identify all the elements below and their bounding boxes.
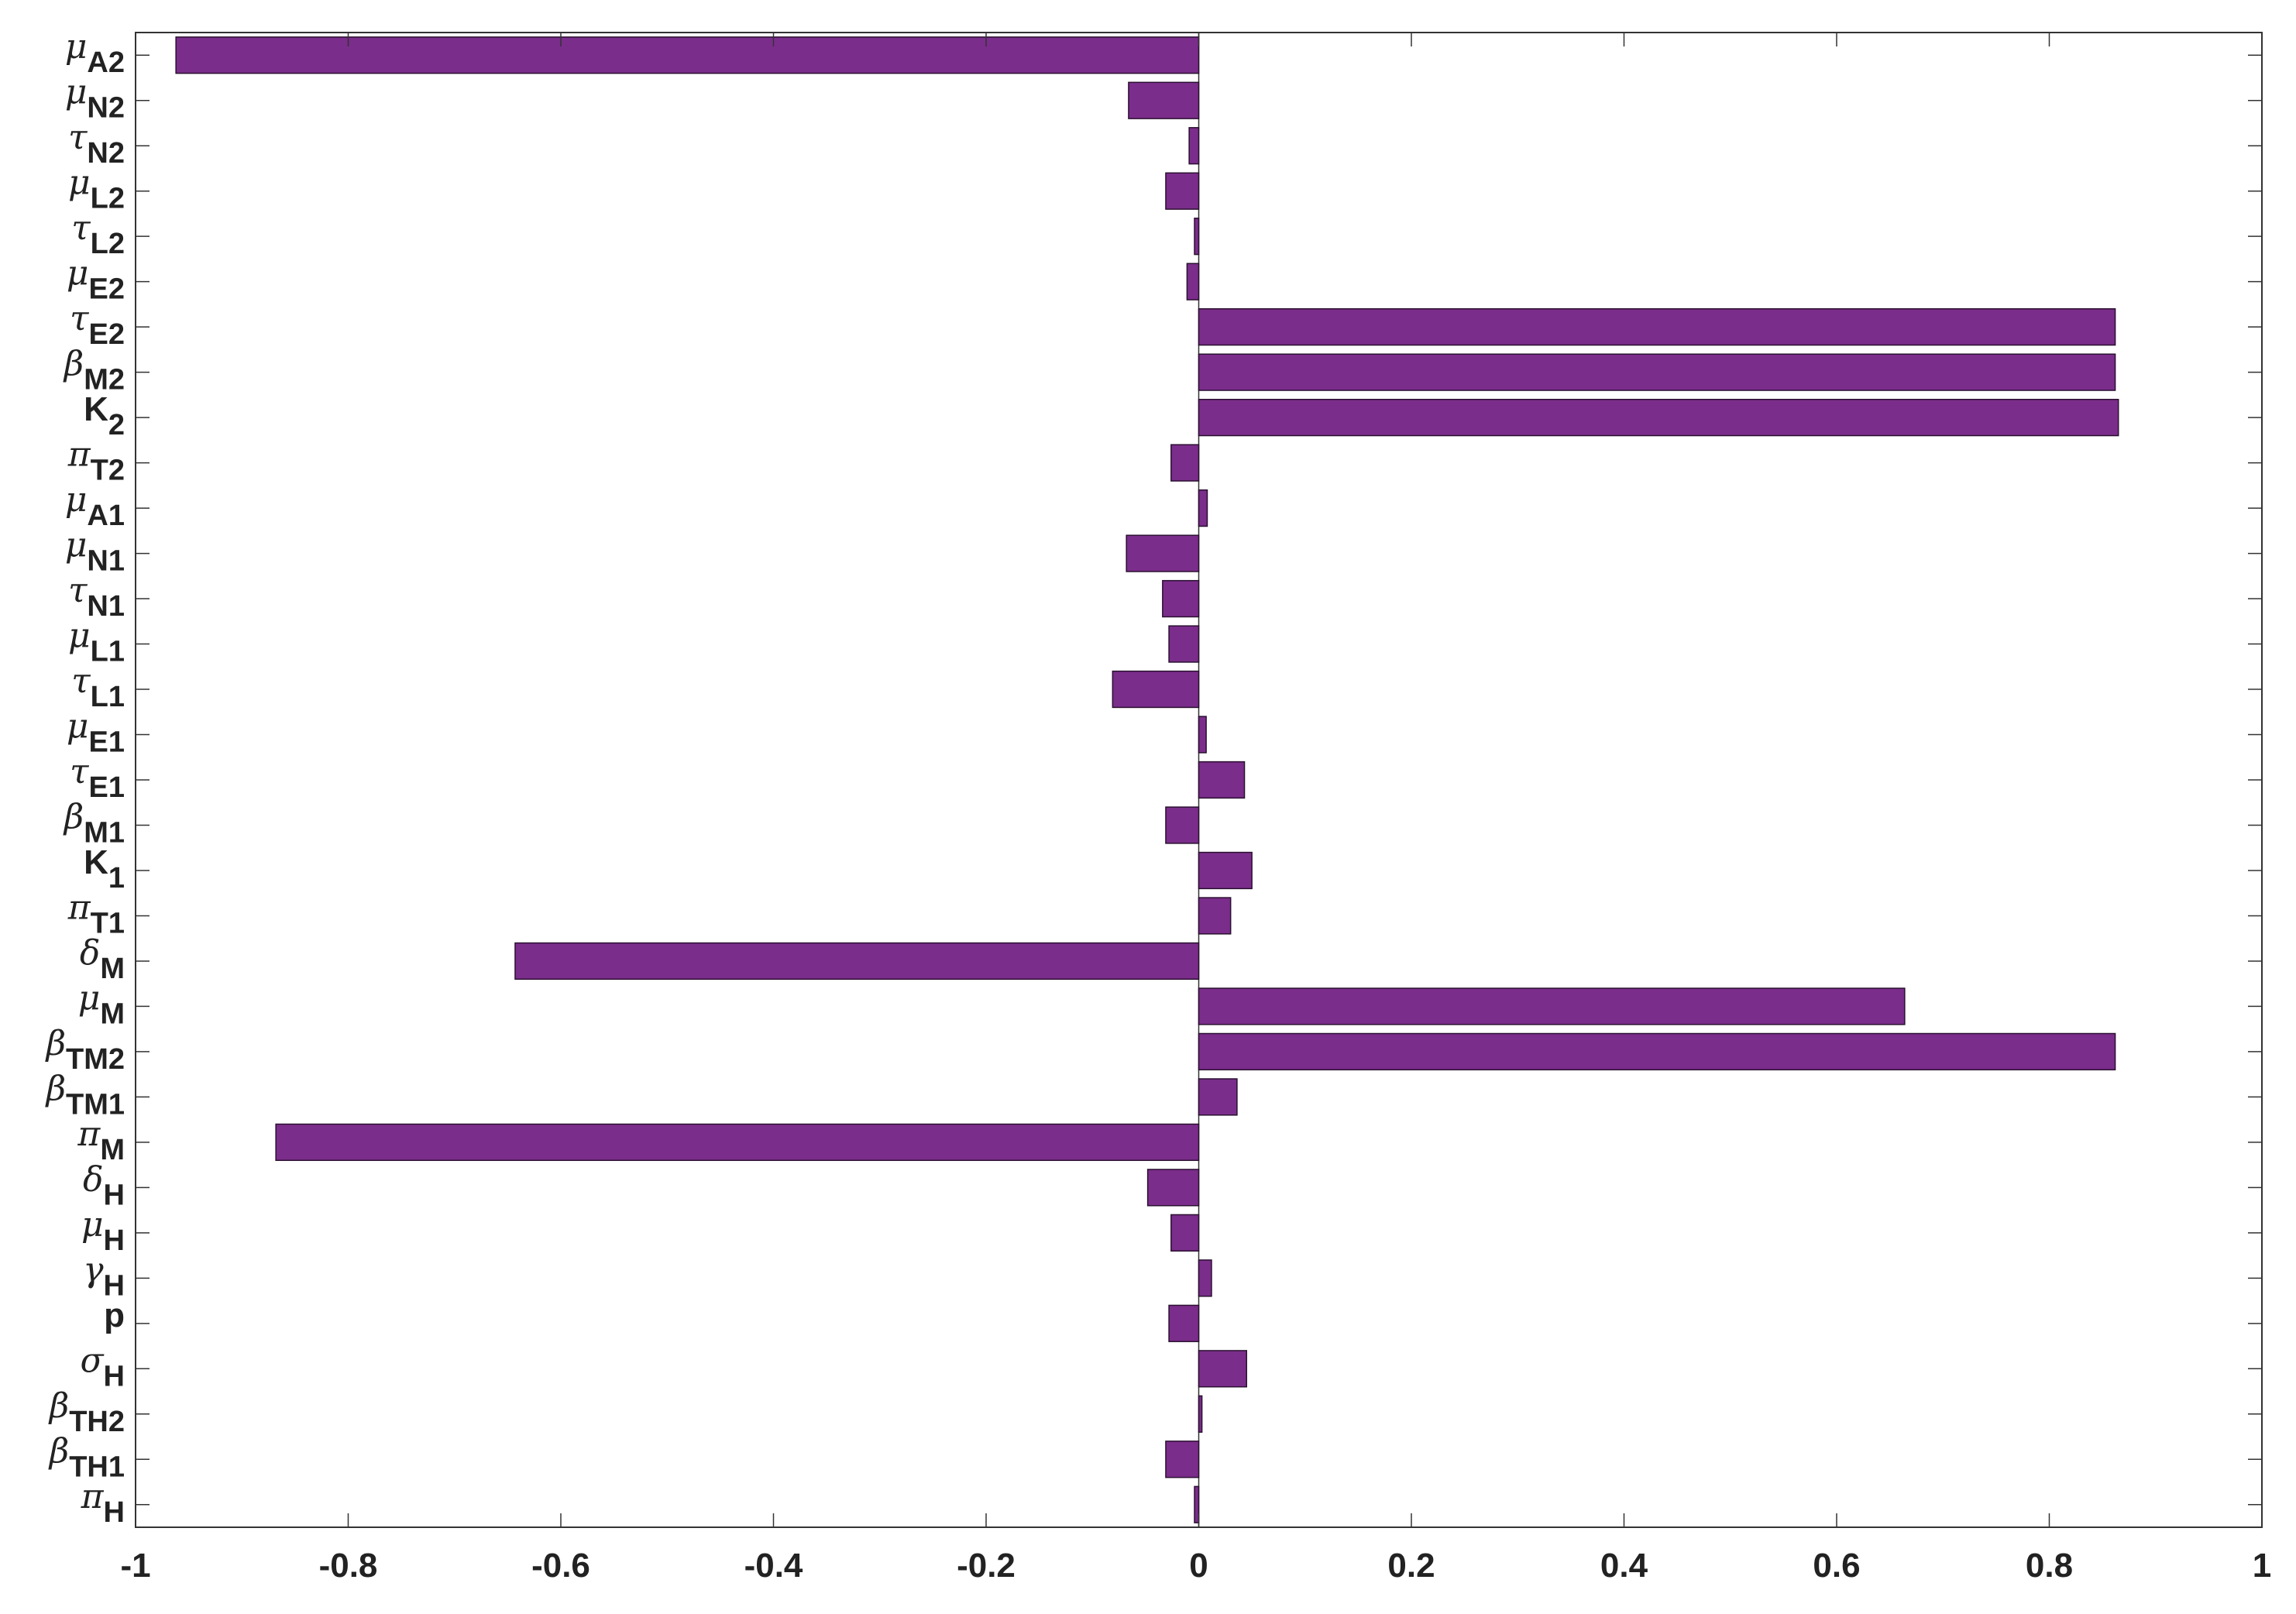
- y-label-6: τE2: [70, 299, 125, 351]
- y-label-17: βM1: [63, 797, 125, 849]
- y-label-13: μL1: [68, 616, 125, 668]
- bar-6: [1198, 308, 2116, 346]
- bar-11: [1126, 534, 1200, 572]
- y-label-14: τL1: [71, 661, 125, 713]
- y-label-4: τL2: [71, 208, 125, 260]
- y-label-31: βTH1: [48, 1431, 125, 1483]
- y-label-30: βTH2: [48, 1386, 125, 1438]
- x-tick-label-6: 0.2: [1387, 1547, 1435, 1585]
- y-label-12: τN1: [68, 571, 125, 623]
- bar-28: [1168, 1304, 1200, 1342]
- y-label-11: μN1: [65, 526, 125, 578]
- bar-4: [1194, 218, 1200, 256]
- y-label-25: δH: [83, 1159, 125, 1211]
- y-label-1: μN2: [65, 73, 125, 125]
- y-label-21: μM: [78, 978, 125, 1030]
- bar-13: [1168, 625, 1200, 663]
- x-tick-label-4: -0.2: [957, 1547, 1016, 1585]
- y-label-10: μA1: [65, 480, 125, 532]
- y-label-28: p: [104, 1296, 125, 1334]
- x-tick-label-1: -0.8: [319, 1547, 378, 1585]
- bar-16: [1198, 761, 1246, 799]
- bar-9: [1170, 444, 1200, 482]
- bar-8: [1198, 398, 2119, 437]
- bar-7: [1198, 353, 2116, 391]
- y-label-19: πT1: [67, 888, 125, 939]
- x-tick-label-8: 0.6: [1813, 1547, 1860, 1585]
- plot-frame: [135, 32, 2263, 1528]
- bar-5: [1186, 263, 1200, 300]
- bar-15: [1198, 716, 1207, 754]
- x-tick-label-0: -1: [120, 1547, 150, 1585]
- y-label-32: πH: [81, 1477, 125, 1529]
- x-tick-label-3: -0.4: [744, 1547, 803, 1585]
- bar-1: [1128, 81, 1200, 119]
- y-label-0: μA2: [65, 27, 125, 79]
- bar-24: [275, 1123, 1200, 1162]
- y-label-29: σH: [81, 1341, 125, 1393]
- bar-12: [1162, 579, 1200, 618]
- y-label-22: βTM2: [45, 1024, 125, 1076]
- bar-22: [1198, 1032, 2116, 1071]
- bar-19: [1198, 897, 1232, 935]
- bar-23: [1198, 1078, 1238, 1116]
- x-tick-label-10: 1: [2253, 1547, 2271, 1585]
- x-tick-label-5: 0: [1189, 1547, 1208, 1585]
- y-label-3: μL2: [68, 163, 125, 215]
- y-label-8: K2: [84, 390, 125, 441]
- x-tick-label-7: 0.4: [1600, 1547, 1648, 1585]
- x-tick-label-2: -0.6: [531, 1547, 590, 1585]
- y-label-5: μE2: [67, 254, 125, 306]
- y-label-20: δM: [80, 933, 125, 985]
- y-label-23: βTM1: [45, 1069, 125, 1121]
- y-label-15: μE1: [67, 707, 125, 759]
- bar-27: [1198, 1259, 1212, 1297]
- y-labels-layer: μA2μN2τN2μL2τL2μE2τE2βM2K2πT2μA1μN1τN1μL…: [45, 27, 125, 1529]
- ticks-layer: -1 -0.8 -0.6 -0.4 -0.2 0 0.2 0.4 0.6 0.8 1: [120, 33, 2271, 1585]
- y-label-27: γH: [83, 1250, 125, 1302]
- y-label-16: τE1: [70, 752, 125, 804]
- y-label-24: πM: [77, 1114, 125, 1166]
- y-label-26: μH: [81, 1205, 125, 1257]
- y-label-7: βM2: [63, 345, 125, 397]
- y-label-2: τN2: [68, 118, 125, 170]
- y-label-9: πT2: [67, 435, 125, 487]
- bars-layer: [175, 33, 2119, 1527]
- bar-2: [1188, 127, 1200, 165]
- bar-25: [1146, 1169, 1200, 1207]
- bar-18: [1198, 851, 1253, 890]
- bar-32: [1194, 1485, 1200, 1523]
- bar-10: [1198, 489, 1208, 527]
- bar-0: [175, 36, 1200, 74]
- bar-14: [1112, 670, 1200, 709]
- bar-29: [1198, 1350, 1248, 1388]
- bar-17: [1165, 806, 1200, 844]
- bar-21: [1198, 987, 1906, 1025]
- bar-26: [1170, 1214, 1200, 1252]
- bar-20: [514, 942, 1200, 980]
- bar-31: [1165, 1441, 1200, 1478]
- x-tick-label-9: 0.8: [2026, 1547, 2073, 1585]
- bar-3: [1165, 172, 1200, 210]
- bar-30: [1198, 1395, 1203, 1433]
- y-label-18: K1: [84, 843, 125, 895]
